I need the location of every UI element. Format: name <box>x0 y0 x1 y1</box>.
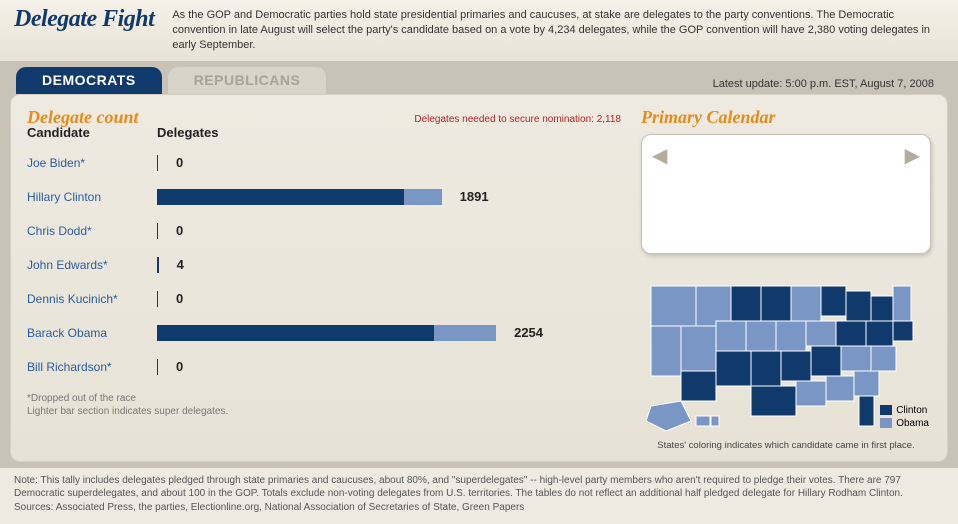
table-row: Hillary Clinton 1891 <box>27 180 621 214</box>
table-row: Bill Richardson* 0 <box>27 350 621 384</box>
delegate-total: 0 <box>176 291 183 306</box>
map-legend: Clinton Obama <box>880 403 929 429</box>
main-panel: Delegate count Delegates needed to secur… <box>10 94 948 462</box>
candidate-name: Barack Obama <box>27 326 157 340</box>
candidate-name: Dennis Kucinich* <box>27 292 157 306</box>
table-row: John Edwards* 4 <box>27 248 621 282</box>
legend-swatch-obama <box>880 418 892 428</box>
col-delegates: Delegates <box>157 125 218 140</box>
legend-swatch-clinton <box>880 405 892 415</box>
delegate-total: 0 <box>176 155 183 170</box>
candidate-name: Joe Biden* <box>27 156 157 170</box>
delegate-bar <box>157 257 159 273</box>
page-title: Delegate Fight <box>14 6 154 33</box>
table-row: Joe Biden* 0 <box>27 146 621 180</box>
panel-outer: DEMOCRATS REPUBLICANS Latest update: 5:0… <box>0 61 958 468</box>
table-row: Chris Dodd* 0 <box>27 214 621 248</box>
table-row: Barack Obama 2254 <box>27 316 621 350</box>
tab-bar: DEMOCRATS REPUBLICANS Latest update: 5:0… <box>10 61 948 94</box>
column-headers: Candidate Delegates <box>27 125 621 140</box>
delegate-rows: Joe Biden* 0 Hillary Clinton 1891 Chris Dodd… <box>27 146 621 384</box>
right-column: Primary Calendar ◀ ▶ <box>641 107 931 451</box>
page-blurb: As the GOP and Democratic parties hold s… <box>172 6 944 53</box>
calendar-title: Primary Calendar <box>641 107 931 128</box>
col-candidate: Candidate <box>27 125 157 140</box>
candidate-name: Bill Richardson* <box>27 360 157 374</box>
delegate-bar <box>157 189 442 205</box>
calendar-next-icon[interactable]: ▶ <box>905 143 920 168</box>
candidate-name: Chris Dodd* <box>27 224 157 238</box>
map-caption: States' coloring indicates which candida… <box>641 440 931 451</box>
page-header: Delegate Fight As the GOP and Democratic… <box>0 0 958 61</box>
delegate-bar <box>157 155 158 171</box>
calendar-prev-icon[interactable]: ◀ <box>652 143 667 168</box>
candidate-name: John Edwards* <box>27 258 157 272</box>
calendar-box: ◀ ▶ <box>641 134 931 254</box>
us-map: Clinton Obama States' coloring indicates… <box>641 266 931 451</box>
delegate-total: 4 <box>177 257 184 272</box>
delegate-total: 2254 <box>514 325 543 340</box>
delegate-total: 0 <box>176 223 183 238</box>
delegate-total: 1891 <box>460 189 489 204</box>
tab-republicans[interactable]: REPUBLICANS <box>168 67 327 94</box>
latest-update: Latest update: 5:00 p.m. EST, August 7, … <box>713 78 934 90</box>
tab-democrats[interactable]: DEMOCRATS <box>16 67 162 94</box>
delegate-bar <box>157 359 158 375</box>
delegate-bar <box>157 325 496 341</box>
delegate-bar <box>157 291 158 307</box>
delegate-section: Delegate count Delegates needed to secur… <box>27 107 621 451</box>
footnote: *Dropped out of the race Lighter bar sec… <box>27 392 621 418</box>
delegate-bar <box>157 223 158 239</box>
table-row: Dennis Kucinich* 0 <box>27 282 621 316</box>
candidate-name: Hillary Clinton <box>27 190 157 204</box>
delegate-total: 0 <box>176 359 183 374</box>
bottom-note: Note: This tally includes delegates pled… <box>0 468 958 524</box>
